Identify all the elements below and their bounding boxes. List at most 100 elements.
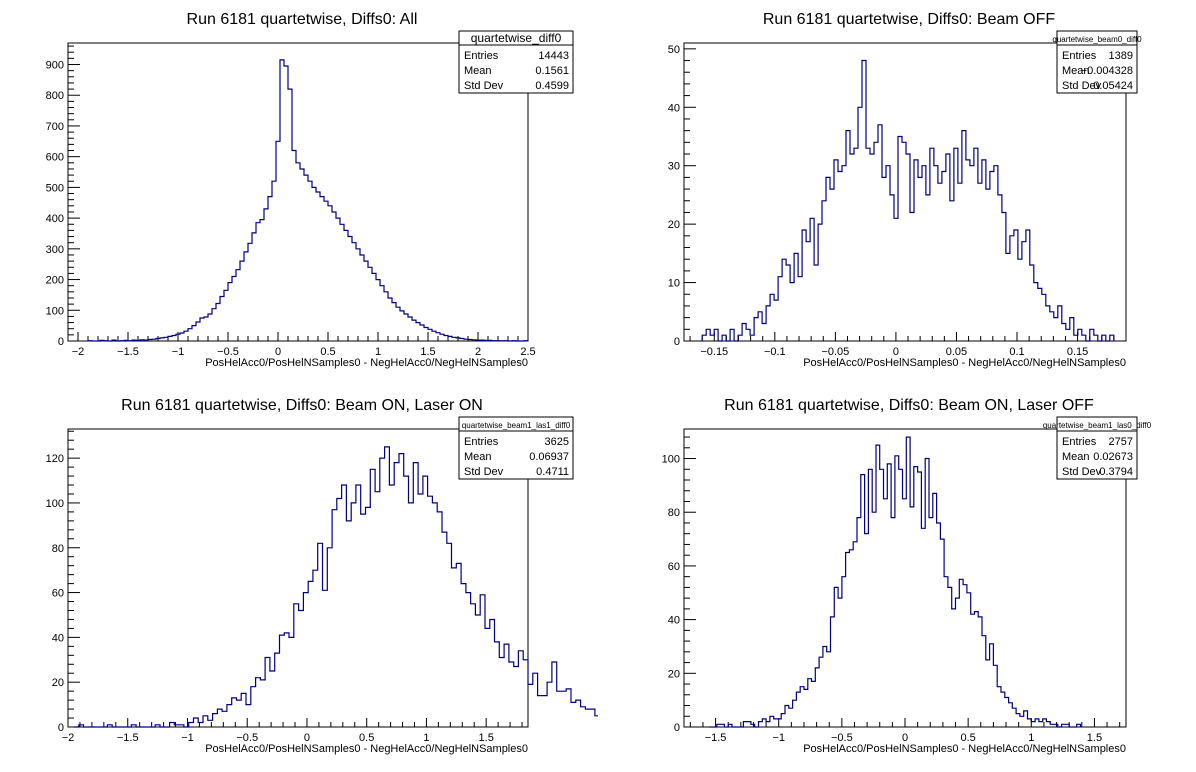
x-tick-label: 1.5 — [420, 346, 435, 358]
stats-label-entries: Entries — [1062, 436, 1097, 448]
x-tick-label: −2 — [62, 732, 75, 744]
stats-label-std_dev: Std Dev — [1062, 466, 1102, 478]
y-tick-label: 30 — [668, 161, 680, 173]
x-tick-label: −2 — [72, 346, 85, 358]
x-tick-label: −1 — [181, 732, 194, 744]
y-tick-label: 80 — [52, 543, 64, 555]
x-tick-label: −1.5 — [117, 346, 139, 358]
x-tick-label: −1.5 — [117, 732, 139, 744]
x-tick-label: 0 — [902, 732, 908, 744]
stats-value-mean: −0.004328 — [1081, 65, 1133, 77]
stats-box-frame — [1056, 416, 1138, 480]
y-tick-label: 100 — [46, 498, 64, 510]
y-tick-label: 10 — [668, 278, 680, 290]
stats-value-std_dev: 0.05424 — [1093, 80, 1133, 92]
stats-value-mean: 0.02673 — [1093, 451, 1133, 463]
x-tick-label: 0.05 — [946, 346, 967, 358]
x-tick-label: −0.5 — [217, 346, 239, 358]
y-tick-label: 40 — [52, 632, 64, 644]
stats-label-entries: Entries — [1062, 50, 1097, 62]
x-tick-label: 0.5 — [320, 346, 335, 358]
x-tick-label: −0.5 — [236, 732, 258, 744]
x-tick-label: −1.5 — [705, 732, 727, 744]
x-tick-label: 0 — [304, 732, 310, 744]
y-tick-label: 100 — [662, 454, 680, 466]
x-tick-label: 0.5 — [359, 732, 374, 744]
plot-frame — [67, 428, 529, 728]
stats-label-mean: Mean — [464, 451, 492, 463]
stats-label-mean: Mean — [464, 65, 492, 77]
x-tick-label: 2.5 — [520, 346, 535, 358]
x-tick-label: −1 — [772, 732, 785, 744]
x-tick-label: 1 — [423, 732, 429, 744]
pad-3: Run 6181 quartetwise, Diffs0: Beam ON, L… — [0, 386, 598, 772]
stats-label-entries: Entries — [464, 436, 499, 448]
x-tick-label: 0 — [275, 346, 281, 358]
y-tick-label: 20 — [52, 677, 64, 689]
y-tick-label: 40 — [668, 615, 680, 627]
x-tick-label: −0.1 — [764, 346, 786, 358]
histogram-line — [74, 446, 598, 728]
stats-box-frame — [458, 30, 574, 94]
x-tick-label: 2 — [475, 346, 481, 358]
stats-box: quartetwise_beam1_las0_diff0 Entries 2757 M… — [1043, 416, 1152, 480]
x-tick-label: 1 — [1028, 732, 1034, 744]
stats-value-entries: 2757 — [1109, 436, 1133, 448]
y-tick-label: 500 — [46, 182, 64, 194]
stats-box: quartetwise_diff0 Entries 14443 Mean 0.1561 S… — [458, 30, 574, 94]
stats-name: quartetwise_beam0_diff0 — [1052, 35, 1142, 44]
y-tick-label: 600 — [46, 152, 64, 164]
y-tick-label: 900 — [46, 60, 64, 72]
stats-label-std_dev: Std Dev — [1062, 80, 1102, 92]
y-tick-label: 0 — [58, 722, 64, 734]
x-tick-label: 1.5 — [479, 732, 494, 744]
stats-value-std_dev: 0.4711 — [536, 466, 569, 478]
pad-1: Run 6181 quartetwise, Diffs0: All −2 −1.5 −… — [0, 0, 598, 386]
x-tick-label: −0.5 — [831, 732, 853, 744]
stats-name: quartetwise_beam1_las0_diff0 — [1043, 421, 1152, 430]
stats-label-mean: Mean — [1062, 65, 1090, 77]
stats-label-entries: Entries — [464, 50, 499, 62]
y-tick-label: 20 — [668, 668, 680, 680]
x-tick-label: 0.1 — [1009, 346, 1024, 358]
stats-box: quartetwise_beam1_las1_diff0 Entries 3625 M… — [458, 416, 574, 480]
y-tick-label: 200 — [46, 275, 64, 287]
histogram-line — [701, 59, 1115, 342]
x-tick-label: 1 — [375, 346, 381, 358]
y-tick-label: 800 — [46, 90, 64, 102]
stats-label-std_dev: Std Dev — [464, 80, 504, 92]
stats-box-frame — [1056, 30, 1138, 94]
histogram-line — [709, 436, 1082, 728]
y-tick-label: 60 — [52, 588, 64, 600]
pad-2: Run 6181 quartetwise, Diffs0: Beam OFF −0… — [598, 0, 1196, 386]
y-tick-label: 0 — [674, 336, 680, 348]
stats-value-mean: 0.06937 — [529, 451, 569, 463]
stats-value-std_dev: 0.3794 — [1099, 466, 1133, 478]
x-axis-label: PosHelAcc0/PosHelNSamples0 - NegHelAcc0/… — [803, 357, 1126, 369]
x-tick-label: −0.15 — [700, 346, 728, 358]
chart-title: Run 6181 quartetwise, Diffs0: All — [187, 11, 418, 28]
y-tick-label: 100 — [46, 305, 64, 317]
chart-title: Run 6181 quartetwise, Diffs0: Beam ON, L… — [121, 397, 483, 414]
x-axis-label: PosHelAcc0/PosHelNSamples0 - NegHelAcc0/… — [803, 743, 1126, 755]
y-tick-label: 80 — [668, 507, 680, 519]
y-tick-label: 60 — [668, 561, 680, 573]
chart-title: Run 6181 quartetwise, Diffs0: Beam ON, L… — [724, 397, 1094, 414]
x-tick-label: 0.15 — [1067, 346, 1088, 358]
stats-value-mean: 0.1561 — [535, 65, 569, 77]
stats-name: quartetwise_beam1_las1_diff0 — [462, 421, 571, 430]
x-tick-label: 1.5 — [1087, 732, 1102, 744]
y-tick-label: 40 — [668, 102, 680, 114]
y-tick-label: 120 — [46, 453, 64, 465]
y-tick-label: 0 — [58, 336, 64, 348]
stats-value-entries: 14443 — [538, 50, 569, 62]
y-tick-label: 700 — [46, 121, 64, 133]
histogram-line — [87, 59, 529, 342]
x-axis-label: PosHelAcc0/PosHelNSamples0 - NegHelAcc0/… — [205, 743, 528, 755]
x-tick-label: 0 — [893, 346, 899, 358]
x-tick-label: −1 — [172, 346, 185, 358]
x-axis-label: PosHelAcc0/PosHelNSamples0 - NegHelAcc0/… — [205, 357, 528, 369]
y-tick-label: 300 — [46, 244, 64, 256]
pad-4: Run 6181 quartetwise, Diffs0: Beam ON, L… — [598, 386, 1196, 772]
